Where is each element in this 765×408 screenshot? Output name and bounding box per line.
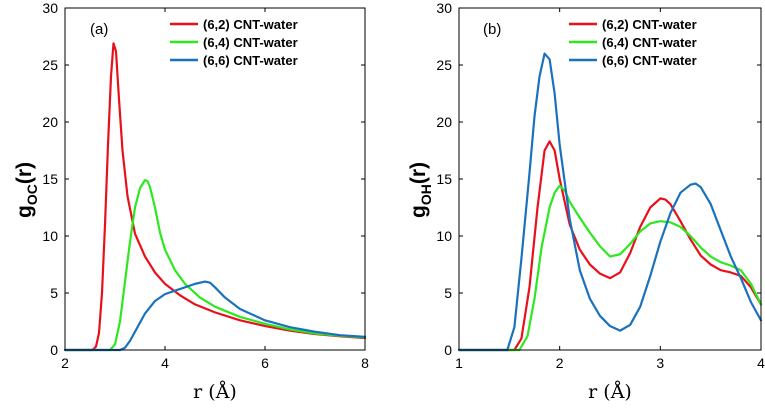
y-axis-label: gOH(r) bbox=[407, 162, 434, 218]
y-tick-label: 30 bbox=[436, 0, 452, 16]
x-tick-label: 4 bbox=[161, 355, 169, 371]
y-tick-label: 5 bbox=[50, 285, 58, 301]
x-tick-label: 8 bbox=[361, 355, 369, 371]
y-tick-label: 20 bbox=[436, 114, 452, 130]
legend-entry: (6,2) CNT-water bbox=[203, 17, 298, 32]
y-tick-label: 10 bbox=[42, 228, 58, 244]
legend-entry: (6,2) CNT-water bbox=[602, 17, 697, 32]
panel-label: (a) bbox=[90, 21, 108, 38]
series-line--6-4-cnt-water bbox=[63, 179, 367, 352]
legend-entry: (6,4) CNT-water bbox=[203, 35, 298, 50]
y-tick-label: 20 bbox=[42, 114, 58, 130]
y-tick-label: 10 bbox=[436, 228, 452, 244]
y-tick-label: 5 bbox=[444, 285, 452, 301]
x-tick-label: 1 bbox=[455, 355, 463, 371]
y-tick-label: 25 bbox=[42, 57, 58, 73]
series-line--6-4-cnt-water bbox=[457, 184, 763, 352]
y-tick-label: 30 bbox=[42, 0, 58, 16]
y-tick-label: 25 bbox=[436, 57, 452, 73]
panel-a: 2 4 6 8 0 5 10 15 20 25 30 r (Å) gOC(r) (a) (6,2) CNT-… bbox=[13, 0, 369, 403]
x-axis-label: r (Å) bbox=[193, 381, 237, 403]
x-tick-label: 4 bbox=[757, 355, 765, 371]
series-line--6-2-cnt-water bbox=[63, 42, 367, 352]
legend-entry: (6,4) CNT-water bbox=[602, 35, 697, 50]
panel-b: 1 2 3 4 0 5 10 15 20 25 30 r (Å) gOH(r) (b) (6,2) CNT-… bbox=[407, 0, 765, 403]
x-tick-label: 3 bbox=[656, 355, 664, 371]
y-tick-label: 15 bbox=[436, 171, 452, 187]
y-tick-label: 15 bbox=[42, 171, 58, 187]
legend-entry: (6,6) CNT-water bbox=[602, 53, 697, 68]
series-line--6-6-cnt-water bbox=[63, 280, 367, 352]
series-line--6-6-cnt-water bbox=[457, 52, 763, 352]
panel-label: (b) bbox=[483, 21, 501, 38]
x-tick-label: 6 bbox=[261, 355, 269, 371]
y-axis-label: gOC(r) bbox=[13, 162, 40, 218]
y-tick-label: 0 bbox=[50, 342, 58, 358]
x-tick-label: 2 bbox=[61, 355, 69, 371]
series-line--6-2-cnt-water bbox=[457, 140, 763, 352]
x-tick-label: 2 bbox=[556, 355, 564, 371]
legend-entry: (6,6) CNT-water bbox=[203, 53, 298, 68]
y-tick-label: 0 bbox=[444, 342, 452, 358]
x-axis-label: r (Å) bbox=[588, 381, 632, 403]
